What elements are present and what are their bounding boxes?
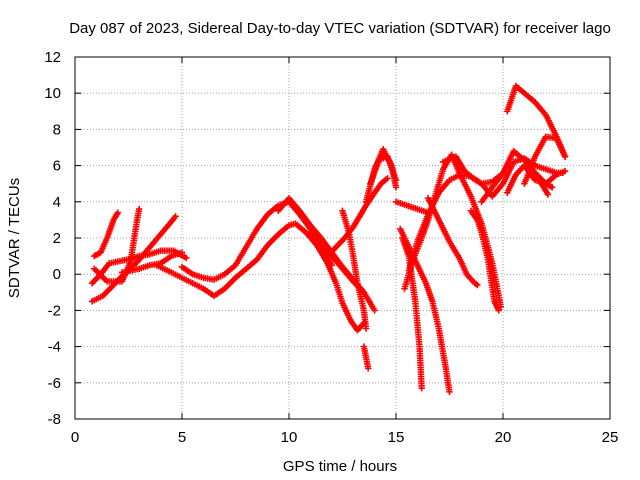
data-point — [172, 213, 179, 220]
data-point — [474, 281, 481, 289]
x-axis-label: GPS time / hours — [283, 458, 397, 475]
series-track-15 — [392, 198, 432, 216]
series-track-24 — [504, 162, 569, 196]
y-tick-label: -6 — [48, 375, 61, 392]
series-track-10 — [324, 175, 391, 260]
x-tick-label: 20 — [495, 429, 512, 446]
data-point — [495, 307, 502, 314]
series-track-20 — [424, 194, 481, 289]
data-point — [549, 184, 556, 191]
data-point — [178, 249, 186, 256]
series-track-11 — [339, 207, 370, 332]
data-point — [561, 167, 569, 175]
series-track-27 — [531, 171, 552, 198]
data-point — [136, 205, 143, 213]
data-point — [371, 307, 378, 314]
series-track-14 — [367, 153, 400, 187]
x-tick-label: 15 — [388, 429, 405, 446]
y-tick-label: 0 — [53, 266, 61, 283]
x-tick-label: 0 — [71, 429, 79, 446]
y-tick-label: -4 — [48, 339, 61, 356]
plot-frame — [74, 56, 611, 420]
data-point — [364, 365, 372, 372]
series-track-03 — [91, 209, 121, 260]
y-tick-label: 8 — [53, 121, 61, 138]
series-track-12 — [360, 343, 372, 372]
series-track-26 — [521, 133, 569, 187]
y-tick-label: 6 — [53, 158, 61, 175]
y-tick-label: -8 — [48, 411, 61, 428]
series-track-22 — [467, 207, 502, 314]
data-point — [384, 175, 391, 182]
y-tick-label: 2 — [53, 230, 61, 247]
tick-labels: 0 5 10 15 20 25 -8 -6 -4 -2 0 2 4 6 8 10 12 — [44, 49, 618, 446]
data-point — [392, 184, 400, 191]
chart-title: Day 087 of 2023, Sidereal Day-to-day VTE… — [69, 20, 611, 37]
data-point — [446, 388, 453, 396]
y-axis-label: SDTVAR / TECUs — [6, 178, 23, 298]
data-point — [114, 209, 121, 216]
series-track-17 — [399, 234, 425, 392]
data-point — [362, 325, 370, 332]
y-tick-label: 12 — [44, 49, 61, 66]
y-tick-label: -2 — [48, 302, 61, 319]
series-track-05 — [118, 249, 186, 276]
x-tick-label: 5 — [178, 429, 186, 446]
series-track-18 — [401, 151, 505, 310]
data-points — [88, 82, 569, 396]
data-point — [544, 191, 552, 198]
y-tick-label: 4 — [53, 194, 61, 211]
data-point — [328, 261, 335, 269]
x-tick-label: 25 — [602, 429, 619, 446]
y-tick-label: 10 — [44, 85, 61, 102]
data-point — [392, 176, 400, 184]
series-track-04 — [91, 205, 143, 285]
data-point — [561, 153, 569, 160]
data-point — [418, 385, 425, 392]
series-track-06 — [153, 220, 368, 334]
x-tick-label: 10 — [281, 429, 298, 446]
data-point — [183, 254, 190, 262]
